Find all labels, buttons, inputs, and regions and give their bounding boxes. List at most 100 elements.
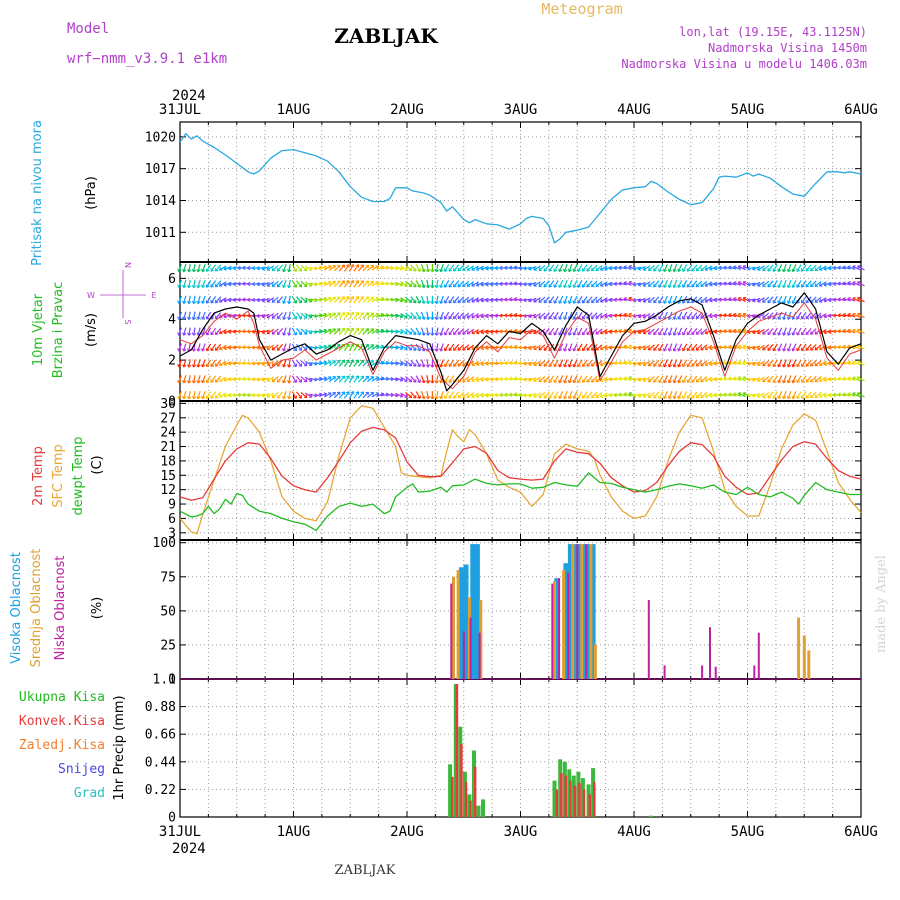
precip-conv-bar <box>464 781 468 817</box>
wind-arrow-head <box>323 328 327 331</box>
wind-arrow-head <box>632 284 637 287</box>
wind-arrow-head <box>319 344 323 348</box>
wind-arrow-head <box>718 378 722 382</box>
wind-arrow-head <box>632 268 637 271</box>
wind-arrow <box>490 266 499 270</box>
wind-arrow-head <box>499 362 503 366</box>
wind-arrow <box>792 327 797 336</box>
wind-arrow-head <box>842 314 846 318</box>
wind-arrow-head <box>787 364 791 368</box>
wind-arrow-head <box>837 266 841 270</box>
wind-arrow-head <box>365 312 369 314</box>
cloud-low-bar <box>663 665 666 679</box>
wind-arrow <box>288 311 291 320</box>
wind-arrow <box>642 392 651 398</box>
wind-arrow-head <box>752 300 756 303</box>
wind-arrow-head <box>490 268 494 271</box>
wind-arrow-head <box>549 380 553 383</box>
wind-arrow-head <box>742 297 745 301</box>
wind-arrow-head <box>847 266 850 270</box>
wind-arrow <box>691 328 698 335</box>
wind-arrow-head <box>494 299 498 303</box>
wind-arrow <box>276 375 284 383</box>
wind-arrow <box>266 281 275 287</box>
wind-arrow <box>376 377 385 382</box>
wind-arrow-head <box>183 301 187 304</box>
wind-arrow <box>300 360 308 367</box>
wind-arrow <box>300 328 308 335</box>
wind-arrow <box>440 279 444 288</box>
wind-arrow <box>462 280 470 287</box>
y-tick-label: 25 <box>160 638 176 653</box>
wind-arrow <box>400 376 408 382</box>
wind-arrow-head <box>410 283 413 287</box>
wind-arrow-head <box>405 378 408 382</box>
wind-arrow-head <box>678 301 682 304</box>
wind-arrow-head <box>604 268 608 271</box>
wind-arrow <box>738 297 746 302</box>
wind-arrow <box>787 375 792 384</box>
wind-arrow <box>663 375 668 384</box>
wind-arrow <box>420 327 425 336</box>
wind-arrow-head <box>638 268 642 271</box>
wind-arrow-head <box>687 301 691 304</box>
wind-arrow <box>796 264 802 272</box>
wind-arrow <box>528 297 537 302</box>
wind-arrow <box>343 296 350 304</box>
wind-arrow-head <box>494 394 498 398</box>
wind-arrow-head <box>559 301 563 304</box>
panel-labels: Pritisak na nivou mora (hPa) 10m Vjetar … <box>9 120 157 801</box>
wind-arrow-head <box>193 333 197 336</box>
wind-arrow-head <box>277 285 281 288</box>
wind-arrow-head <box>341 312 345 314</box>
wind-arrow <box>663 391 668 399</box>
wind-arrow-head <box>709 348 713 351</box>
wind-arrow <box>471 265 480 271</box>
wind-arrow <box>276 328 284 335</box>
wind-arrow-head <box>232 283 236 287</box>
sfc-temp-line <box>179 405 862 535</box>
wind-arrow-head <box>288 285 292 289</box>
wind-arrow-head <box>518 315 522 318</box>
wind-arrow-head <box>228 299 232 303</box>
wind-arrow <box>810 280 817 288</box>
wind-arrow-head <box>223 284 227 287</box>
wind-arrow-head <box>623 282 627 286</box>
wind-arrow-head <box>405 394 408 398</box>
wind-arrow <box>390 330 399 333</box>
wind-arrow-head <box>341 296 345 298</box>
wind-arrow <box>466 376 475 382</box>
wind-arrow-head <box>237 283 241 287</box>
wind-arrow <box>291 375 297 383</box>
wind-arrow <box>420 311 425 320</box>
wind-arrow <box>296 343 303 351</box>
wind-arrow <box>371 281 380 287</box>
wind-arrow <box>462 296 470 303</box>
wind-arrow-head <box>490 347 494 350</box>
wind-arrow-head <box>663 364 667 368</box>
wind-arrow <box>668 295 673 304</box>
wind-arrow-head <box>792 380 796 384</box>
wind-arrow-head <box>742 313 745 317</box>
wind-arrow <box>371 313 380 319</box>
wind-arrow <box>810 264 817 272</box>
wind-arrow-head <box>504 362 508 366</box>
y-tick-label: 6 <box>168 272 176 287</box>
wind-arrow-head <box>653 381 657 383</box>
wind-arrow <box>371 328 380 335</box>
cloud-mid-bar <box>593 644 597 679</box>
wind-arrow <box>362 296 370 304</box>
wind-arrow <box>296 359 303 367</box>
wind-arrow-head <box>573 349 577 352</box>
wind-arrow <box>471 313 480 319</box>
wind-arrow-head <box>737 345 741 349</box>
wind-arrow <box>623 393 632 397</box>
wind-arrow-head <box>628 281 631 285</box>
cloud-mid-bar <box>802 635 806 679</box>
wind-arrow <box>415 280 421 288</box>
wind-arrow <box>490 282 499 286</box>
wind-arrow-head <box>658 301 662 304</box>
wind-arrow <box>333 312 341 319</box>
wind-arrow-head <box>444 365 448 368</box>
wind-arrow-head <box>476 380 480 382</box>
